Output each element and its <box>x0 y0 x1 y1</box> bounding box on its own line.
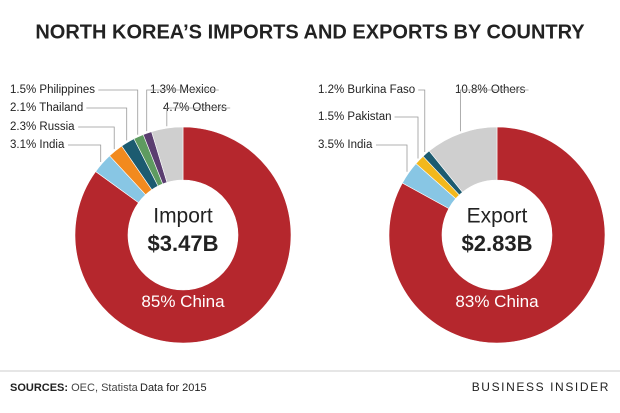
leader-line <box>78 126 115 150</box>
category-label: China <box>180 292 225 311</box>
brand: BUSINESS INSIDER <box>472 380 610 394</box>
slice-label: 2.3% Russia <box>10 121 75 133</box>
category-label: Thailand <box>39 102 83 114</box>
category-label: Russia <box>39 121 75 133</box>
value-label: 2.3% <box>10 121 36 133</box>
category-label: Pakistan <box>347 111 391 123</box>
slice-label: 3.5% India <box>318 139 373 151</box>
slice-label: 1.2% Burkina Faso <box>318 84 415 96</box>
donut-hole <box>128 180 238 290</box>
slice-label: 3.1% India <box>10 139 65 151</box>
slice <box>151 126 184 183</box>
slice <box>388 126 606 344</box>
slice-label: 83% China <box>455 292 539 311</box>
slice-label: 85% China <box>141 292 225 311</box>
slice-label: 1.5% Pakistan <box>318 111 392 123</box>
leader-line <box>375 144 408 172</box>
category-label: India <box>347 139 373 151</box>
value-label: 1.5% <box>318 111 344 123</box>
source-text: OEC, Statista <box>71 382 139 394</box>
category-label: India <box>39 139 65 151</box>
value-label: 1.5% <box>10 84 36 96</box>
value-label: 3.1% <box>10 139 36 151</box>
total-label: $3.47B <box>148 231 219 256</box>
category-label: Philippines <box>39 84 95 96</box>
category-label: Burkina Faso <box>347 84 415 96</box>
source: SOURCES: OEC, Statista <box>10 382 139 394</box>
leader-line <box>166 107 231 127</box>
center-label: Export <box>467 205 528 228</box>
leader-line <box>394 116 419 159</box>
slice <box>428 126 498 193</box>
leader-line <box>86 107 128 141</box>
slice-label: 1.5% Philippines <box>10 84 95 96</box>
slice-label: 2.1% Thailand <box>10 102 83 114</box>
slice <box>74 126 292 344</box>
category-label: China <box>494 292 539 311</box>
center-label: Import <box>153 205 213 228</box>
value-label: 1.2% <box>318 84 344 96</box>
total-label: $2.83B <box>462 231 533 256</box>
leader-line <box>67 144 102 162</box>
value-label: 2.1% <box>10 102 36 114</box>
leader-line <box>418 89 426 153</box>
value-label: 3.5% <box>318 139 344 151</box>
leader-line <box>459 89 529 132</box>
leader-line <box>146 89 219 132</box>
value-label: 85% <box>141 292 175 311</box>
donut-hole <box>442 180 552 290</box>
note: Data for 2015 <box>140 382 207 394</box>
source-label: SOURCES: <box>10 382 68 394</box>
chart-title: NORTH KOREA’S IMPORTS AND EXPORTS BY COU… <box>35 21 585 43</box>
leader-line <box>98 89 139 135</box>
value-label: 83% <box>455 292 489 311</box>
